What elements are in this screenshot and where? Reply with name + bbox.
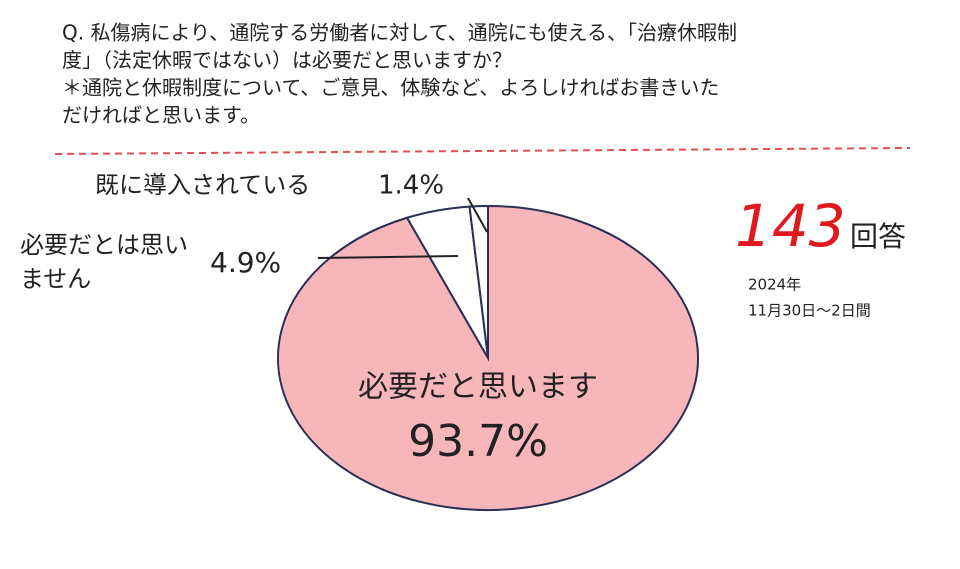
slice-value: 1.4% <box>378 171 444 201</box>
question-line: だければと思います。 <box>62 103 260 127</box>
pie-slice <box>468 204 489 359</box>
survey-year: 2024年 <box>748 276 801 294</box>
slice-value: 93.7% <box>408 416 548 467</box>
leader-line <box>317 255 459 259</box>
survey-period: 11月30日〜2日間 <box>748 302 871 320</box>
divider <box>54 147 911 155</box>
question-line: Q. 私傷病により、通院する労働者に対して、通院にも使える、「治療休暇制 <box>62 21 737 45</box>
leader-line <box>467 197 488 233</box>
slice-label: 既に導入されている <box>95 171 310 199</box>
slice-label: 必要だとは思いません <box>20 231 188 293</box>
response-count: 143 <box>735 192 846 260</box>
slice-label: 必要だと思います <box>358 370 598 405</box>
question-line: 度」（法定休暇ではない）は必要だと思いますか？ <box>62 48 512 72</box>
question-line: ＊通院と休暇制度について、ご意見、体験など、よろしければお書きいた <box>62 76 719 100</box>
slice-value: 4.9% <box>210 246 281 279</box>
response-unit: 回答 <box>850 220 906 253</box>
